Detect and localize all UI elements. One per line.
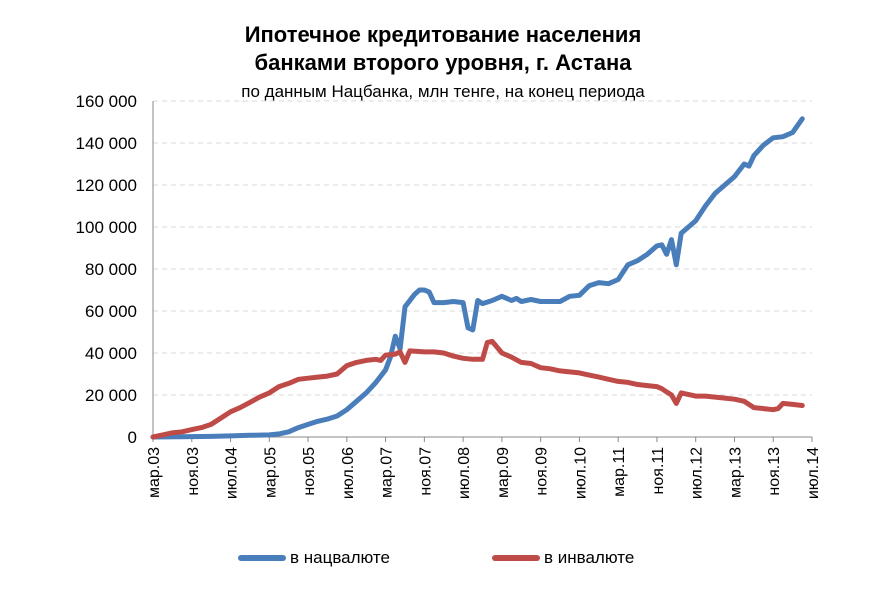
x-tick-label: мар.09 bbox=[495, 447, 512, 498]
x-tick-label: ноя.11 bbox=[650, 447, 667, 495]
legend-swatch-foreign bbox=[492, 555, 540, 561]
series-lines bbox=[150, 116, 805, 440]
legend-label-nat: в нацвалюте bbox=[290, 548, 390, 567]
x-tick-label: июл.10 bbox=[572, 447, 589, 499]
legend-swatch-nat bbox=[238, 555, 286, 561]
y-tick-label: 40 000 bbox=[85, 344, 137, 363]
grid-lines bbox=[153, 100, 812, 396]
x-tick-label: июл.12 bbox=[689, 447, 706, 499]
y-axis: 0 20 000 40 000 60 000 80 000 100 000 120 000 1… bbox=[76, 92, 154, 447]
x-tick-label: мар.03 bbox=[146, 447, 163, 498]
x-axis: мар.03 ноя.03 июл.04 мар.05 ноя.05 июл.06 мар.… bbox=[146, 436, 822, 499]
y-tick-label: 60 000 bbox=[85, 302, 137, 321]
x-tick-label: мар.05 bbox=[262, 447, 279, 498]
x-tick-label: мар.11 bbox=[611, 447, 628, 497]
y-tick-label: 0 bbox=[128, 428, 137, 447]
x-tick-label: ноя.07 bbox=[417, 447, 434, 496]
x-tick-label: июл.04 bbox=[224, 447, 241, 499]
x-tick-label: июл.14 bbox=[805, 447, 822, 499]
x-tick-label: ноя.09 bbox=[534, 447, 551, 496]
x-tick-label: ноя.05 bbox=[301, 447, 318, 496]
legend-item-nat: в нацвалюте bbox=[238, 548, 390, 568]
chart-title-line2: банками второго уровня, г. Астана bbox=[254, 50, 632, 75]
x-tick-label: мар.13 bbox=[727, 447, 744, 498]
x-tick-label: ноя.03 bbox=[185, 447, 202, 496]
x-tick-label: июл.08 bbox=[456, 447, 473, 499]
series-line-1 bbox=[150, 338, 805, 440]
chart-title-line1: Ипотечное кредитование населения bbox=[244, 22, 642, 47]
legend-label-foreign: в инвалюте bbox=[544, 548, 635, 567]
x-tick-label: мар.07 bbox=[379, 447, 396, 498]
y-tick-label: 20 000 bbox=[85, 386, 137, 405]
chart-subtitle: по данным Нацбанка, млн тенге, на конец … bbox=[241, 82, 645, 101]
x-tick-label: июл.06 bbox=[340, 447, 357, 499]
y-tick-label: 100 000 bbox=[76, 218, 137, 237]
series-line-0 bbox=[150, 116, 805, 440]
y-tick-label: 80 000 bbox=[85, 260, 137, 279]
y-tick-label: 140 000 bbox=[76, 134, 137, 153]
legend-item-foreign: в инвалюте bbox=[492, 548, 634, 568]
y-tick-label: 120 000 bbox=[76, 176, 137, 195]
x-tick-label: ноя.13 bbox=[766, 447, 783, 496]
y-tick-label: 160 000 bbox=[76, 92, 137, 111]
